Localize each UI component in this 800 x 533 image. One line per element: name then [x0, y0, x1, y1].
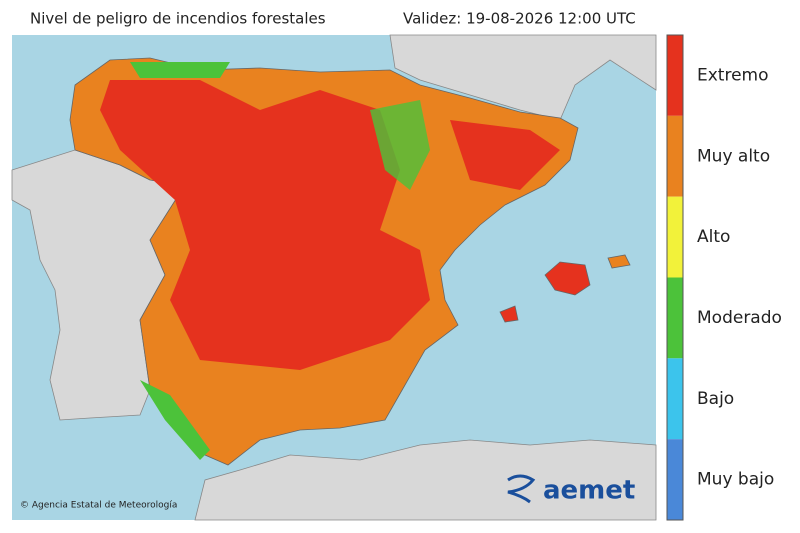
legend: Extremo Muy alto Alto Moderado Bajo Muy bajo — [666, 34, 782, 521]
legend-label: Alto — [697, 227, 730, 247]
map-title: Nivel de peligro de incendios forestales — [30, 10, 326, 28]
hot-zone — [450, 120, 560, 190]
legend-label: Moderado — [697, 308, 782, 328]
legend-swatch — [667, 35, 683, 116]
green-zone — [140, 380, 210, 460]
map: © Agencia Estatal de Meteorología aemet — [11, 34, 657, 521]
validity: Validez: 19-08-2026 12:00 UTC — [403, 10, 636, 28]
hot-zone — [100, 80, 430, 370]
green-zone — [370, 100, 430, 190]
menorca — [607, 254, 631, 269]
africa — [194, 439, 657, 521]
legend-swatch — [667, 277, 683, 359]
credit: © Agencia Estatal de Meteorología — [20, 501, 177, 511]
legend-swatch — [667, 115, 683, 197]
legend-label: Muy bajo — [697, 470, 774, 490]
logo-icon — [507, 474, 536, 504]
legend-label: Extremo — [697, 65, 769, 85]
legend-swatch — [667, 358, 683, 440]
logo: aemet — [543, 476, 635, 506]
ibiza — [499, 305, 519, 323]
legend-frame — [666, 34, 684, 521]
legend-swatch — [667, 439, 683, 520]
legend-label: Muy alto — [697, 146, 770, 166]
legend-label: Bajo — [697, 389, 734, 409]
green-zone — [130, 62, 230, 78]
legend-swatch — [667, 196, 683, 278]
mallorca — [544, 261, 591, 296]
